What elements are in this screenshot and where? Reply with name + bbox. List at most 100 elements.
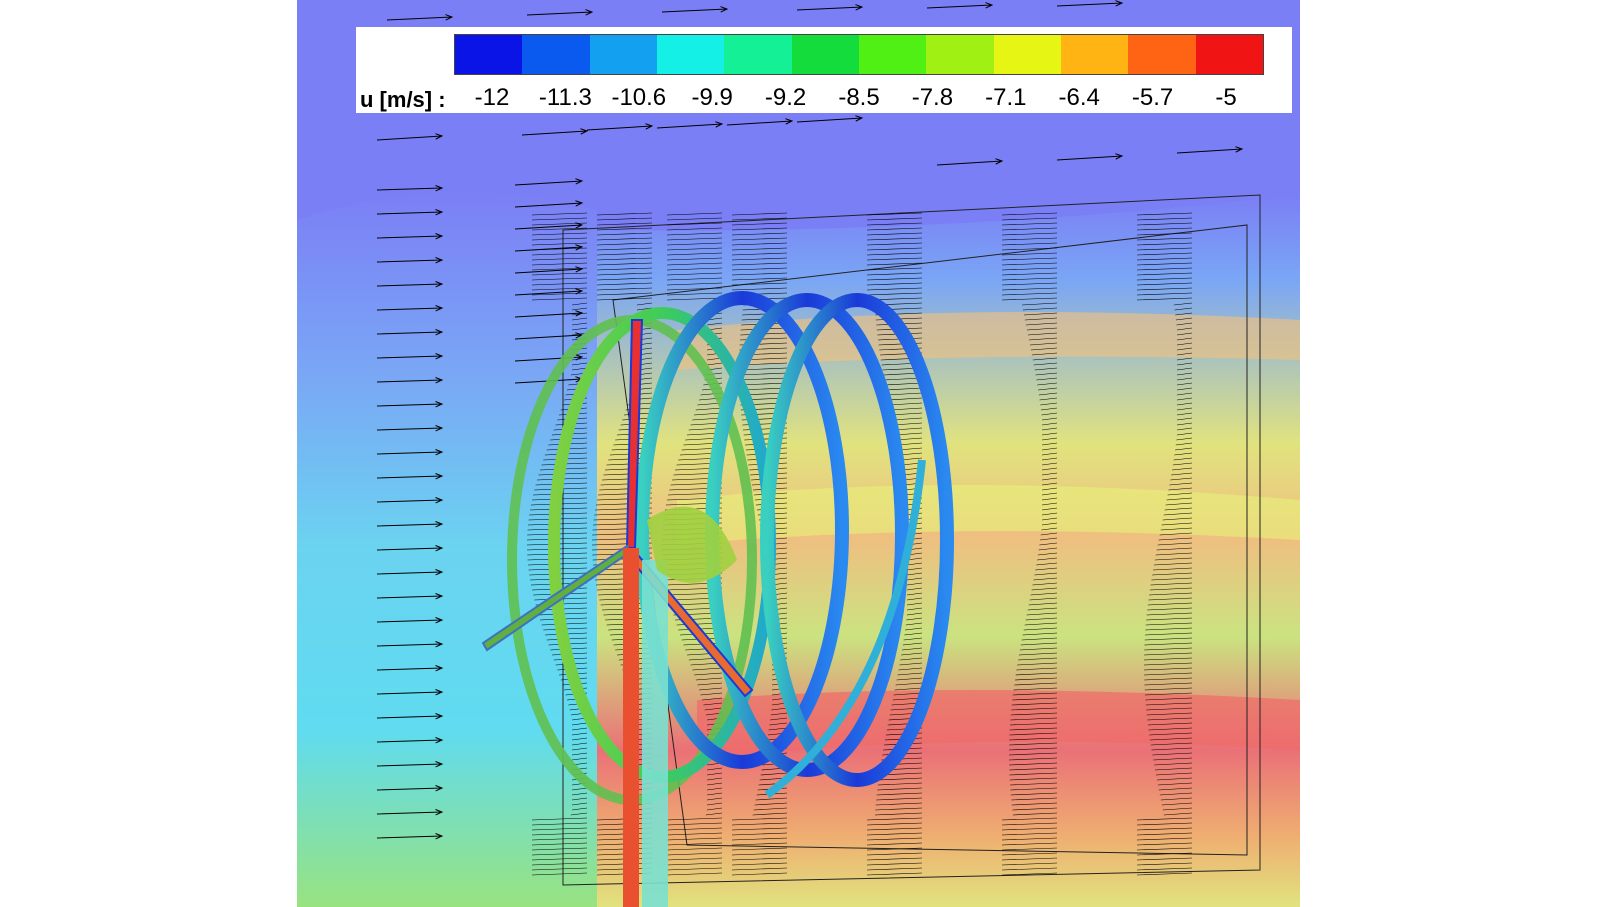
profile-arrow (1021, 302, 1058, 306)
colorbar-tick-label: -11.3 (538, 84, 592, 111)
profile-arrow (1136, 247, 1193, 251)
profile-arrow (636, 302, 653, 306)
profile-arrow (1146, 617, 1193, 621)
profile-arrow (531, 262, 588, 266)
profile-arrow (902, 642, 923, 646)
profile-arrow (866, 272, 923, 276)
velocity-arrow (376, 641, 444, 648)
velocity-arrow-field (376, 0, 1244, 840)
velocity-arrow (1056, 153, 1124, 161)
profile-arrow (731, 252, 788, 256)
flow-field-scene (297, 0, 1300, 907)
profile-arrow (1017, 662, 1058, 666)
profile-arrow (1001, 217, 1058, 221)
colorbar-tick-label: -6.4 (1058, 84, 1100, 111)
profile-arrow (1149, 732, 1193, 736)
profile-arrow (531, 287, 588, 291)
profile-arrow (878, 777, 923, 781)
profile-arrow (531, 272, 588, 276)
profile-arrow (531, 222, 588, 226)
profile-arrow (1025, 322, 1058, 326)
profile-arrow (866, 852, 923, 856)
profile-arrow (596, 272, 653, 276)
profile-arrow (1145, 692, 1193, 696)
profile-arrow (1147, 602, 1193, 606)
profile-arrow (866, 257, 923, 261)
profile-arrow (1001, 287, 1058, 291)
profile-arrow (571, 742, 588, 746)
profile-arrow (731, 282, 788, 286)
profile-arrow (1136, 842, 1193, 846)
profile-arrow (1173, 457, 1193, 461)
profile-arrow (531, 292, 588, 296)
profile-arrow (1153, 757, 1193, 761)
profile-arrow (731, 212, 788, 216)
profile-arrow (731, 247, 788, 251)
velocity-arrow (376, 377, 444, 384)
profile-arrow (866, 867, 923, 871)
profile-arrow (905, 622, 923, 626)
profile-arrow (731, 232, 788, 236)
profile-arrow (571, 722, 588, 726)
profile-arrow (1035, 567, 1058, 571)
profile-arrow (1001, 247, 1058, 251)
profile-arrow (1039, 397, 1058, 401)
profile-arrow (1150, 582, 1193, 586)
profile-arrow (1029, 342, 1058, 346)
profile-arrow (1018, 652, 1058, 656)
profile-arrow (1149, 592, 1193, 596)
profile-arrow (531, 822, 588, 826)
profile-arrow (866, 242, 923, 246)
profile-arrow (877, 787, 923, 791)
profile-arrow (1001, 827, 1058, 831)
profile-arrow (636, 307, 653, 311)
profile-arrow (1160, 797, 1193, 801)
profile-arrow (531, 852, 588, 856)
velocity-arrow (1176, 146, 1244, 154)
profile-arrow (1176, 402, 1193, 406)
profile-arrow (1001, 242, 1058, 246)
profile-arrow (768, 727, 788, 731)
profile-arrow (531, 827, 588, 831)
profile-arrow (1041, 522, 1058, 526)
profile-arrow (906, 577, 923, 581)
profile-arrow (875, 802, 923, 806)
velocity-arrow (376, 689, 444, 696)
profile-arrow (890, 412, 923, 416)
profile-arrow (1027, 607, 1058, 611)
profile-arrow (1176, 422, 1193, 426)
profile-arrow (906, 587, 923, 591)
profile-arrow (1038, 392, 1058, 396)
profile-arrow (1039, 542, 1058, 546)
profile-arrow (898, 667, 923, 671)
profile-arrow (1027, 332, 1058, 336)
profile-arrow (1175, 312, 1193, 316)
colorbar-title: u [m/s] : (360, 87, 446, 112)
profile-arrow (1001, 292, 1058, 296)
velocity-arrow (514, 200, 584, 208)
profile-arrow (596, 237, 653, 241)
profile-arrow (894, 687, 923, 691)
velocity-arrow (376, 761, 444, 768)
profile-arrow (866, 212, 923, 216)
velocity-arrow (376, 425, 444, 432)
profile-arrow (906, 562, 923, 566)
profile-arrow (1167, 492, 1193, 496)
colorbar-segment (656, 35, 725, 74)
velocity-arrow (376, 497, 444, 504)
profile-arrow (754, 802, 788, 806)
profile-arrow (901, 652, 923, 656)
profile-arrow (666, 872, 723, 876)
profile-arrow (900, 657, 923, 661)
profile-arrow (1001, 237, 1058, 241)
profile-arrow (596, 287, 653, 291)
profile-arrow (731, 227, 788, 231)
profile-arrow (1012, 812, 1058, 816)
profile-arrow (1145, 702, 1193, 706)
profile-arrow (531, 267, 588, 271)
colorbar-tick-label: -8.5 (838, 84, 880, 111)
profile-arrow (1176, 347, 1193, 351)
profile-arrow (666, 212, 723, 216)
profile-arrow (1041, 467, 1058, 471)
profile-arrow (866, 247, 923, 251)
